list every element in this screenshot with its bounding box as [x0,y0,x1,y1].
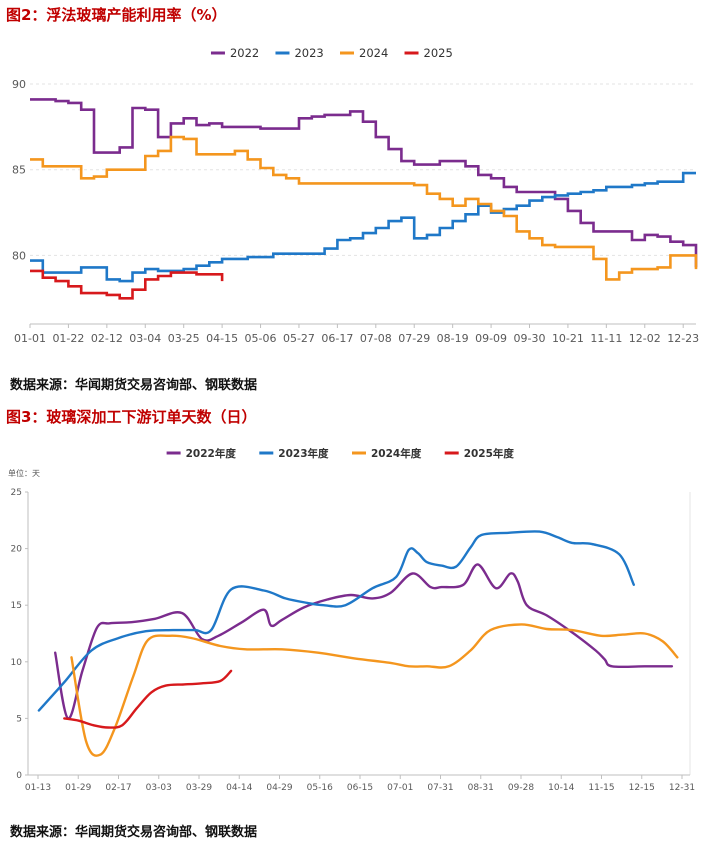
y-tick-5: 5 [16,714,22,724]
series-2022年度-line [54,563,674,720]
chart2-capacity-utilization: 2022 2023 2024 2025 80 85 90 01-01 01-22 02-12 03-… [12,46,699,345]
x-tick-03-04: 03-04 [129,332,161,345]
y-tick-90: 90 [12,78,26,91]
x-tick-08-19: 08-19 [437,332,469,345]
series-2025年度-line [63,669,233,729]
x-tick-07-31: 07-31 [427,783,453,793]
x-tick-10-14: 10-14 [548,783,574,793]
figure2-title: 图2：浮法玻璃产能利用率（%） [6,6,227,24]
x-tick-01-01: 01-01 [14,332,46,345]
x-tick-04-15: 04-15 [206,332,238,345]
x-tick-02-12: 02-12 [91,332,123,345]
y-tick-80: 80 [12,249,26,262]
y-tick-25: 25 [11,488,22,498]
x-tick-10-21: 10-21 [552,332,584,345]
x-tick-05-16: 05-16 [307,783,333,793]
x-tick-06-17: 06-17 [321,332,353,345]
y-tick-20: 20 [11,545,23,555]
series-2024年度-line [70,623,679,757]
legend-1-label: 2022 [230,46,259,60]
series-2023-line [30,171,696,283]
figure3-source: 数据来源：华闻期货交易咨询部、钢联数据 [10,825,258,840]
y-tick-15: 15 [11,601,22,611]
x-tick-03-03: 03-03 [146,783,172,793]
x-tick-01-22: 01-22 [52,332,84,345]
legend-2-label: 2023 [294,46,323,60]
series-2025-line [30,269,224,300]
x-tick-03-29: 03-29 [186,783,212,793]
unit-label: 单位：天 [8,468,40,478]
x-tick-12-31: 12-31 [669,783,695,793]
y-tick-10: 10 [11,658,23,668]
x-tick-07-08: 07-08 [360,332,392,345]
x-tick-06-15: 06-15 [347,783,373,793]
x-tick-08-31: 08-31 [468,783,494,793]
series-2023年度-line [37,530,635,712]
x-tick-09-30: 09-30 [514,332,546,345]
x-tick-02-17: 02-17 [105,783,131,793]
y-tick-0: 0 [16,771,22,781]
legend-4-label: 2025 [424,46,453,60]
legend-2-label: 2023年度 [278,447,329,460]
legend-3-label: 2024 [359,46,388,60]
x-tick-05-06: 05-06 [245,332,277,345]
legend-1-label: 2022年度 [186,447,237,460]
y-tick-85: 85 [12,164,26,177]
x-tick-03-25: 03-25 [168,332,200,345]
x-tick-04-14: 04-14 [226,783,252,793]
x-tick-05-27: 05-27 [283,332,315,345]
x-tick-04-29: 04-29 [266,783,292,793]
x-tick-07-29: 07-29 [398,332,430,345]
legend-4-label: 2025年度 [464,447,515,460]
figure2-source: 数据来源：华闻期货交易咨询部、钢联数据 [10,378,258,393]
legend-3-label: 2024年度 [371,447,422,460]
x-tick-11-11: 11-11 [590,332,622,345]
x-tick-07-01: 07-01 [387,783,413,793]
x-tick-11-15: 11-15 [588,783,614,793]
x-tick-09-09: 09-09 [475,332,507,345]
series-2024-line [30,135,698,281]
x-tick-09-28: 09-28 [508,783,534,793]
series-2022-line [30,98,698,268]
x-tick-12-15: 12-15 [629,783,655,793]
x-tick-12-23: 12-23 [667,332,699,345]
x-tick-01-13: 01-13 [25,783,51,793]
x-tick-01-29: 01-29 [65,783,91,793]
figure3-title: 图3：玻璃深加工下游订单天数（日） [6,408,257,426]
x-tick-12-02: 12-02 [629,332,661,345]
